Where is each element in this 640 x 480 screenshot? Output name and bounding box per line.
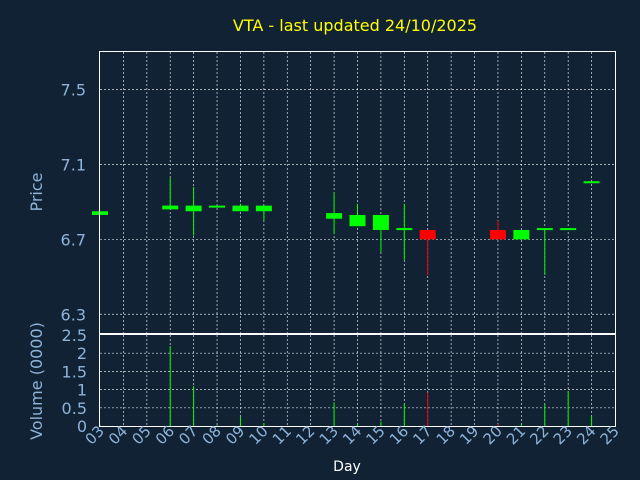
candle-body [209, 205, 226, 208]
candle-body [185, 205, 202, 212]
candle-body [396, 228, 413, 231]
volume-panel: 2.521.510.50 030405060708091011121314151… [27, 322, 623, 475]
candle-body [349, 214, 366, 227]
price-gridlines [100, 52, 615, 333]
volume-gridlines [100, 335, 615, 426]
price-candles [92, 177, 600, 275]
candle-body [372, 214, 389, 230]
candle-body [583, 181, 600, 184]
price-y-axis-label: Price [27, 172, 46, 211]
candle-body [560, 228, 577, 231]
price-plot-frame [99, 51, 616, 334]
candle-body [232, 205, 249, 212]
volume-y-tick-label: 2.5 [62, 326, 87, 345]
volume-y-ticks: 2.521.510.50 [62, 326, 87, 436]
price-y-tick-label: 7.5 [61, 80, 86, 99]
candle-body [489, 229, 506, 240]
volume-y-tick-label: 1.5 [62, 362, 87, 381]
candle-body [255, 205, 272, 212]
candle-body [536, 228, 553, 231]
volume-y-tick-label: 0 [77, 417, 87, 436]
price-y-tick-label: 7.1 [61, 155, 86, 174]
day-x-ticks: 0304050607080910111213141516171819202122… [82, 422, 623, 448]
volume-bars [99, 345, 593, 426]
candle-body [326, 213, 343, 219]
candle-body [162, 205, 179, 210]
volume-plot-frame [99, 334, 616, 427]
price-y-tick-label: 6.7 [61, 230, 86, 249]
price-y-ticks: 7.5 7.1 6.7 6.3 [61, 80, 86, 324]
volume-y-tick-label: 2 [77, 344, 87, 363]
volume-y-axis-label: Volume (0000) [27, 322, 46, 440]
candle-body [513, 229, 530, 240]
candle-body [419, 229, 436, 240]
chart-title: VTA - last updated 24/10/2025 [233, 16, 477, 35]
volume-y-tick-label: 1 [77, 381, 87, 400]
price-y-tick-label: 6.3 [61, 305, 86, 324]
x-axis-label: Day [333, 459, 361, 475]
volume-y-tick-label: 0.5 [62, 399, 87, 418]
price-panel: 7.5 7.1 6.7 6.3 Price [27, 51, 616, 334]
